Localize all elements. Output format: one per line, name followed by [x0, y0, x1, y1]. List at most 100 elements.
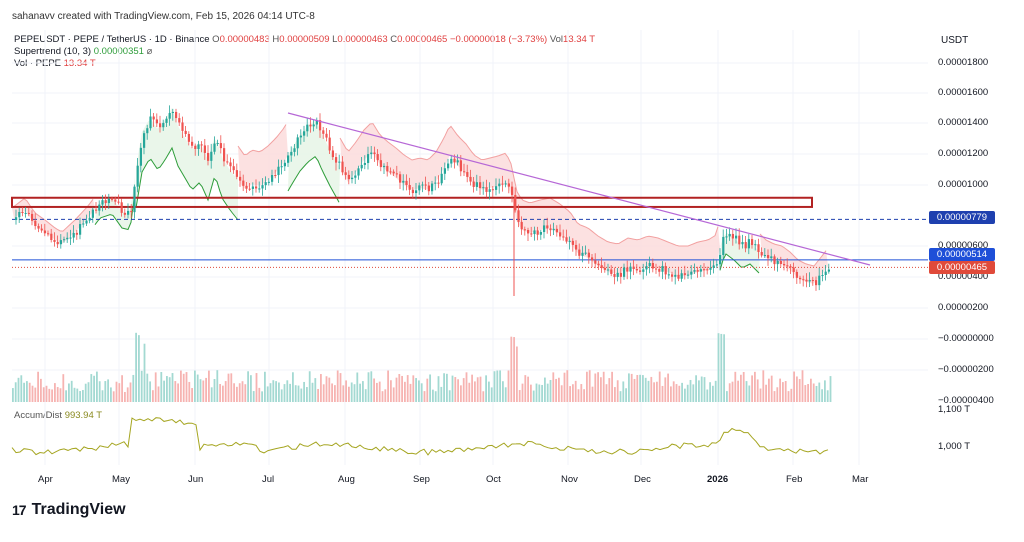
- volume-bar: [667, 373, 669, 402]
- volume-bar: [362, 381, 364, 402]
- candle-body: [741, 242, 744, 245]
- supertrend-label: Supertrend (10, 3): [14, 46, 92, 57]
- candle-body: [56, 241, 59, 245]
- volume-bar: [706, 389, 709, 402]
- volume-bar: [580, 384, 583, 402]
- eye-off-icon[interactable]: ⌀: [146, 46, 153, 57]
- volume-bar: [258, 387, 261, 402]
- candle-body: [533, 230, 536, 235]
- volume-bar: [815, 385, 818, 402]
- candle-body: [255, 186, 258, 189]
- volume-bar: [726, 391, 728, 402]
- volume-bar: [370, 371, 373, 402]
- price-tick: 0.00000400: [938, 271, 989, 282]
- currency-unit-label[interactable]: USDT: [941, 35, 969, 46]
- volume-bar: [496, 370, 499, 402]
- volume-bar: [230, 373, 233, 402]
- candle-body: [453, 158, 456, 163]
- supertrend-area: [12, 198, 95, 244]
- volume-bar: [692, 384, 695, 402]
- candle-body: [757, 244, 760, 252]
- volume-bar: [185, 372, 188, 402]
- candle-body: [18, 211, 21, 218]
- candle-body: [287, 155, 290, 163]
- candle-body: [395, 173, 398, 175]
- month-label: Oct: [486, 474, 501, 485]
- volume-bar: [325, 376, 328, 402]
- candle-body: [728, 233, 731, 237]
- candle-body: [258, 188, 261, 190]
- low-label: L: [332, 34, 338, 45]
- volume-bar: [633, 378, 636, 402]
- volume-bar: [269, 383, 272, 402]
- volume-bar: [205, 377, 207, 402]
- supertrend-area: [760, 234, 828, 284]
- accum-dist-legend[interactable]: Accum/Dist 993.94 T: [14, 410, 102, 421]
- volume-bar: [168, 377, 171, 402]
- volume-bar: [474, 381, 476, 402]
- candle-body: [191, 141, 194, 146]
- candle-body: [82, 223, 85, 225]
- candle-body: [565, 237, 568, 242]
- candle-body: [338, 161, 341, 163]
- candle-body: [200, 144, 203, 146]
- volume-bar: [62, 374, 65, 402]
- symbol-label[interactable]: PEPEUSDT · PEPE / TetherUS · 1D · Binanc…: [14, 34, 210, 45]
- candle-body: [655, 268, 658, 270]
- candle-body: [31, 213, 34, 221]
- candle-body: [523, 229, 526, 231]
- candle-body: [354, 175, 357, 178]
- brand-name: TradingView: [31, 501, 126, 518]
- volume-bar: [625, 388, 627, 402]
- volume-bar: [790, 388, 793, 402]
- candle-body: [223, 148, 226, 162]
- candle-body: [658, 268, 661, 272]
- volume-bar: [600, 377, 602, 402]
- candle-body: [325, 133, 328, 138]
- candle-body: [664, 265, 667, 275]
- volume-bar: [160, 372, 163, 402]
- candle-body: [808, 280, 811, 282]
- volume-bar: [222, 385, 224, 402]
- volume-bar: [552, 372, 555, 402]
- candle-body: [712, 265, 715, 268]
- volume-bar: [765, 384, 767, 402]
- price-level-badge-779[interactable]: 0.00000779: [929, 211, 995, 224]
- last-price-badge[interactable]: 0.00000465: [929, 261, 995, 274]
- price-tick: 0.00001000: [938, 179, 989, 190]
- volume-bar: [376, 382, 378, 402]
- volume-bar: [278, 382, 280, 402]
- price-level-badge-514[interactable]: 0.00000514: [929, 248, 995, 261]
- price-tick: 0.00001200: [938, 148, 989, 159]
- volume-bar: [328, 377, 331, 402]
- volume-bar: [143, 343, 146, 402]
- candle-body: [50, 233, 53, 240]
- volume-bar: [163, 380, 165, 402]
- candle-body: [299, 135, 302, 138]
- candle-body: [127, 210, 130, 215]
- candle-body: [335, 157, 338, 163]
- candle-body: [274, 175, 277, 177]
- candle-body: [431, 183, 434, 192]
- volume-bar: [196, 374, 199, 402]
- candle-body: [767, 255, 770, 259]
- candle-body: [450, 158, 453, 164]
- candle-body: [690, 271, 693, 275]
- volume-bar: [488, 381, 490, 402]
- volume-bar: [675, 384, 678, 402]
- candle-body: [75, 232, 78, 235]
- candle-body: [351, 177, 354, 180]
- volume-bar: [583, 389, 585, 402]
- supertrend-line: [287, 156, 340, 203]
- candle-body: [277, 166, 280, 176]
- volume-bar: [244, 384, 247, 402]
- volume-bar: [238, 383, 241, 402]
- volume-bar: [443, 373, 445, 402]
- volume-bar: [482, 391, 485, 402]
- candle-body: [437, 182, 440, 184]
- candle-body: [514, 194, 517, 211]
- candle-body: [562, 236, 565, 238]
- candle-body: [578, 249, 581, 256]
- volume-bar: [499, 370, 501, 402]
